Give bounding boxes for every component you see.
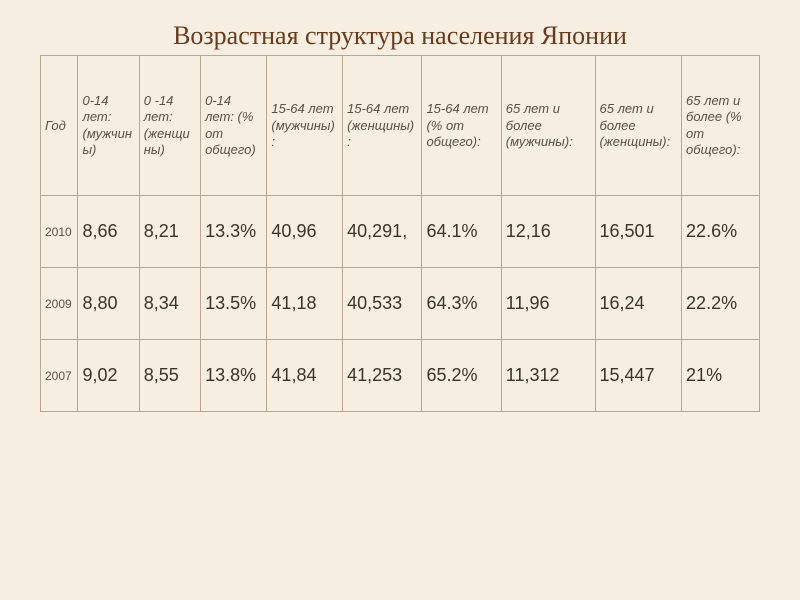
cell: 41,18 [267, 268, 343, 340]
col-header: 0-14 лет: (мужчины) [78, 56, 139, 196]
col-header: 0-14 лет: (% от общего) [201, 56, 267, 196]
table-row: 2009 8,80 8,34 13.5% 41,18 40,533 64.3% … [41, 268, 760, 340]
cell: 12,16 [501, 196, 595, 268]
cell: 8,66 [78, 196, 139, 268]
cell: 65.2% [422, 340, 501, 412]
cell: 13.8% [201, 340, 267, 412]
cell-year: 2007 [41, 340, 78, 412]
cell: 40,533 [343, 268, 422, 340]
slide-title: Возрастная структура населения Японии [40, 20, 760, 51]
cell: 22.6% [682, 196, 760, 268]
cell-year: 2010 [41, 196, 78, 268]
cell: 13.5% [201, 268, 267, 340]
cell: 15,447 [595, 340, 682, 412]
cell: 40,291, [343, 196, 422, 268]
cell: 64.1% [422, 196, 501, 268]
col-header: 15-64 лет (мужчины): [267, 56, 343, 196]
cell: 21% [682, 340, 760, 412]
col-header: 0 -14 лет: (женщины) [139, 56, 200, 196]
col-header: 65 лет и более (% от общего): [682, 56, 760, 196]
col-header: 15-64 лет (% от общего): [422, 56, 501, 196]
cell: 8,55 [139, 340, 200, 412]
col-header: 65 лет и более (мужчины): [501, 56, 595, 196]
cell: 9,02 [78, 340, 139, 412]
col-header: 15-64 лет (женщины): [343, 56, 422, 196]
cell: 13.3% [201, 196, 267, 268]
cell-year: 2009 [41, 268, 78, 340]
cell: 22.2% [682, 268, 760, 340]
table-row: 2010 8,66 8,21 13.3% 40,96 40,291, 64.1%… [41, 196, 760, 268]
population-table: Год 0-14 лет: (мужчины) 0 -14 лет: (женщ… [40, 55, 760, 412]
cell: 16,501 [595, 196, 682, 268]
cell: 41,84 [267, 340, 343, 412]
cell: 8,21 [139, 196, 200, 268]
cell: 64.3% [422, 268, 501, 340]
cell: 41,253 [343, 340, 422, 412]
cell: 8,34 [139, 268, 200, 340]
col-header: 65 лет и более (женщины): [595, 56, 682, 196]
slide: Возрастная структура населения Японии Го… [0, 0, 800, 600]
cell: 8,80 [78, 268, 139, 340]
cell: 16,24 [595, 268, 682, 340]
col-header: Год [41, 56, 78, 196]
cell: 11,312 [501, 340, 595, 412]
table-header-row: Год 0-14 лет: (мужчины) 0 -14 лет: (женщ… [41, 56, 760, 196]
table-row: 2007 9,02 8,55 13.8% 41,84 41,253 65.2% … [41, 340, 760, 412]
cell: 11,96 [501, 268, 595, 340]
cell: 40,96 [267, 196, 343, 268]
